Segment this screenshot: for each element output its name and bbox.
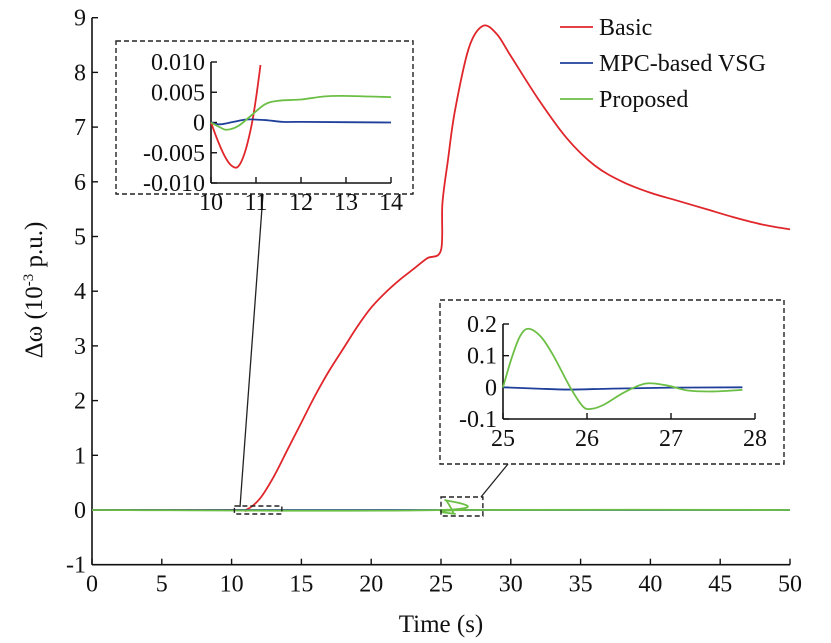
inset-y-tick-label: -0.005 [143, 141, 205, 167]
y-tick-label: 2 [74, 389, 86, 415]
x-tick-label: 50 [778, 572, 802, 598]
inset-y-tick-label: 0.005 [151, 80, 205, 106]
inset-y-tick-label: 0.010 [151, 50, 205, 76]
inset-y-tick-label: -0.010 [143, 171, 205, 197]
inset-y-tick-label: 0 [485, 375, 497, 401]
inset-series-proposed [502, 327, 743, 411]
y-tick-label: 0 [74, 498, 86, 524]
y-tick-label: 8 [74, 60, 86, 86]
x-tick-label: 20 [359, 572, 383, 598]
x-axis-label: Time (s) [399, 611, 484, 638]
y-tick-label: 5 [74, 225, 86, 251]
y-tick-label: 4 [74, 279, 86, 305]
connector-1 [239, 193, 264, 508]
series-proposed [91, 499, 791, 515]
x-tick-label: 15 [289, 572, 313, 598]
x-tick-label: 45 [708, 572, 732, 598]
inset-x-tick-label: 28 [743, 426, 767, 452]
inset-x-tick-label: 14 [379, 190, 403, 216]
x-tick-label: 5 [156, 572, 168, 598]
inset-x-tick-label: 27 [659, 426, 683, 452]
inset-y-tick-label: -0.1 [459, 407, 497, 433]
y-tick-label: 7 [74, 115, 86, 141]
inset-x-tick-label: 11 [244, 190, 267, 216]
zoom-markers [233, 193, 509, 517]
inset-series-basic [210, 64, 262, 169]
x-tick-label: 0 [86, 572, 98, 598]
inset-x-tick-label: 12 [289, 190, 313, 216]
legend-label: MPC-based VSG [599, 51, 766, 77]
inset-1: 10 11 12 13 14 -0.010 -0.005 0 0.005 0.010 [115, 40, 414, 216]
connector-2 [480, 463, 509, 498]
inset-x-tick-label: 13 [334, 190, 358, 216]
inset-x-tick-label: 25 [491, 426, 515, 452]
inset-2: 25 26 27 28 -0.1 0 0.1 0.2 [439, 299, 785, 465]
y-tick-label: 3 [74, 334, 86, 360]
inset-series-mpc-based-vsg [210, 118, 392, 126]
inset-frame [115, 40, 414, 195]
x-tick-label: 40 [638, 572, 662, 598]
inset-y-tick-label: 0.2 [467, 312, 497, 338]
inset-series-proposed [210, 94, 392, 131]
x-tick-label: 25 [429, 572, 453, 598]
x-tick-label: 30 [499, 572, 523, 598]
legend: Basic MPC-based VSG Proposed [560, 15, 766, 113]
legend-label: Basic [599, 15, 652, 41]
y-axis-label: Δω (10-3 p.u.) [21, 222, 48, 359]
y-tick-label: 9 [74, 6, 86, 32]
y-tick-label: 1 [74, 443, 86, 469]
x-tick-label: 10 [220, 572, 244, 598]
inset-x-tick-label: 26 [575, 426, 599, 452]
y-tick-label: 6 [74, 170, 86, 196]
inset-y-tick-label: 0 [193, 111, 205, 137]
x-tick-label: 35 [569, 572, 593, 598]
zoom-box-2 [440, 496, 484, 517]
inset-y-tick-label: 0.1 [467, 344, 497, 370]
inset-series-mpc-based-vsg [502, 386, 743, 391]
legend-label: Proposed [599, 87, 688, 113]
y-tick-label: -1 [66, 553, 86, 579]
zoom-box-1 [233, 505, 283, 515]
series-basic [92, 24, 791, 512]
inset-x-tick-label: 10 [199, 190, 223, 216]
inset-frame [439, 299, 785, 465]
